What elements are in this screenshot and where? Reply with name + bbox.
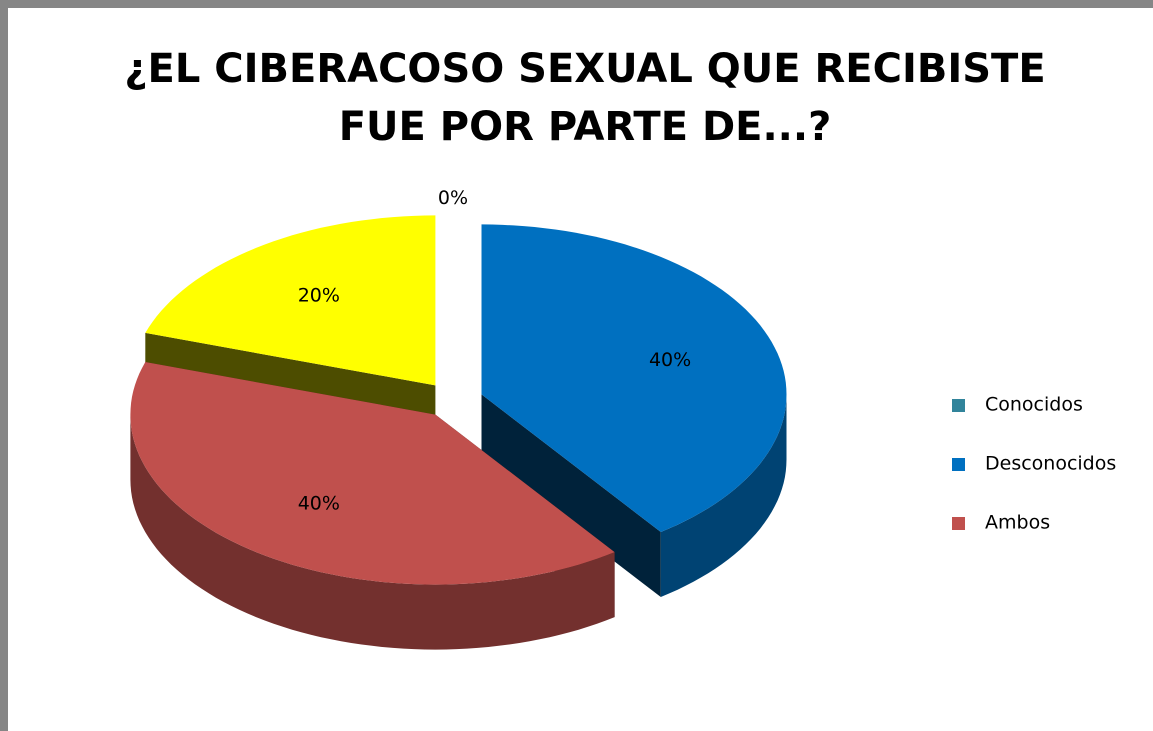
legend-swatch	[952, 517, 965, 530]
chart-title: ¿EL CIBERACOSO SEXUAL QUE RECIBISTE FUE …	[124, 46, 1046, 150]
data-label: 40%	[298, 492, 340, 514]
slice	[145, 215, 436, 386]
slice-side	[660, 394, 787, 597]
slice	[481, 224, 787, 532]
legend-label: Desconocidos	[985, 453, 1116, 475]
legend-label: Ambos	[985, 512, 1050, 534]
slice-side	[481, 394, 661, 597]
legend-swatch	[952, 458, 965, 471]
slice-side	[130, 414, 615, 650]
slice	[130, 362, 615, 585]
data-label: 20%	[298, 285, 340, 307]
legend-swatch	[952, 399, 965, 412]
legend-label: Conocidos	[985, 394, 1083, 416]
data-label: 0%	[438, 187, 468, 209]
data-label: 40%	[649, 349, 691, 371]
